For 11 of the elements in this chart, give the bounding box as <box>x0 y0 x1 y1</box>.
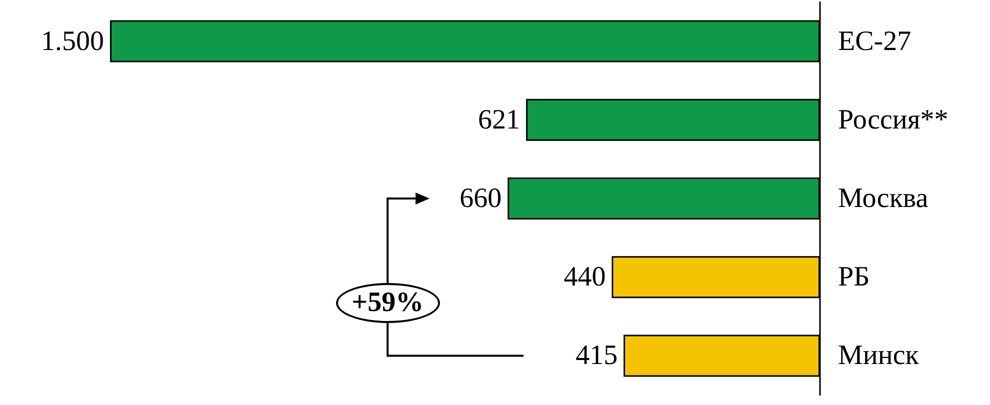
data-label: 440 <box>564 262 606 293</box>
annotation: +59% <box>336 283 440 324</box>
y-tick-label: Минск <box>838 340 920 372</box>
data-label: 1.500 <box>41 26 104 57</box>
data-label: 660 <box>460 183 502 214</box>
y-tick-label: ЕС-27 <box>838 26 912 57</box>
y-tick-label: Россия** <box>838 104 948 136</box>
data-label: 621 <box>478 104 520 136</box>
y-tick-label: Москва <box>838 183 929 214</box>
data-label: 415 <box>576 340 618 372</box>
y-tick-label: РБ <box>838 262 870 293</box>
